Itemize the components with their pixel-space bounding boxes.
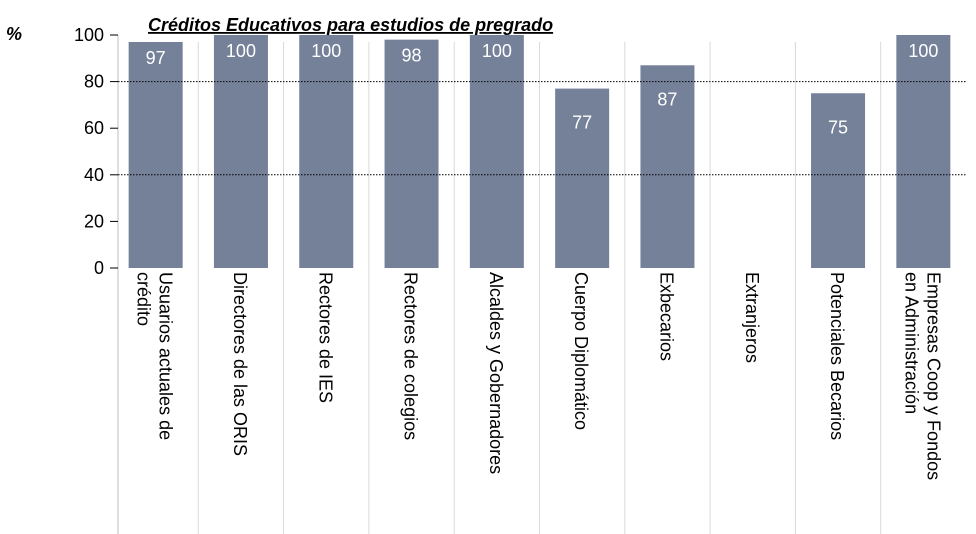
y-tick-label: 80 xyxy=(84,72,104,92)
value-label: 75 xyxy=(828,117,848,137)
x-tick-label: Exbecarios xyxy=(656,272,676,361)
x-tick-label-line: Directores de las ORIS xyxy=(230,272,250,456)
y-tick-label: 60 xyxy=(84,118,104,138)
x-tick-label-line: Exbecarios xyxy=(656,272,676,361)
x-tick-label-line: en Administración xyxy=(901,272,921,414)
x-tick-label-line: Rectores de colegios xyxy=(401,272,421,440)
x-tick-label-line: Alcaldes y Gobernadores xyxy=(486,272,506,474)
x-tick-label: Cuerpo Diplomático xyxy=(571,272,591,430)
x-tick-label: Alcaldes y Gobernadores xyxy=(486,272,506,474)
bar xyxy=(555,88,610,268)
value-label: 100 xyxy=(226,41,256,61)
x-tick-label-line: Extranjeros xyxy=(742,272,762,363)
bar xyxy=(128,41,183,268)
value-label: 97 xyxy=(146,48,166,68)
x-tick-label-line: Rectores de IES xyxy=(315,272,335,403)
bar xyxy=(811,93,866,268)
y-tick-label: 20 xyxy=(84,211,104,231)
bar xyxy=(469,35,524,268)
y-tick-label: 0 xyxy=(94,258,104,278)
y-tick-label: 100 xyxy=(74,25,104,45)
x-tick-label-line: Empresas Coop y Fondos xyxy=(923,272,943,480)
x-tick-label-line: crédito xyxy=(134,272,154,326)
y-tick-label: 40 xyxy=(84,165,104,185)
y-axis-label: % xyxy=(6,24,22,44)
bar xyxy=(640,65,695,268)
value-label: 100 xyxy=(311,41,341,61)
value-label: 100 xyxy=(482,41,512,61)
bar xyxy=(213,35,268,268)
bar xyxy=(896,35,951,268)
x-tick-label: Rectores de IES xyxy=(315,272,335,403)
x-tick-label-line: Cuerpo Diplomático xyxy=(571,272,591,430)
x-tick-label-line: Usuarios actuales de xyxy=(156,272,176,440)
x-tick-label: Rectores de colegios xyxy=(401,272,421,440)
x-tick-label: Extranjeros xyxy=(742,272,762,363)
x-tick-label: Potenciales Becarios xyxy=(827,272,847,440)
value-label: 98 xyxy=(402,46,422,66)
chart-title: Créditos Educativos para estudios de pre… xyxy=(148,15,553,35)
x-tick-label-line: Potenciales Becarios xyxy=(827,272,847,440)
bar xyxy=(299,35,354,268)
value-label: 87 xyxy=(657,89,677,109)
bar xyxy=(384,39,439,268)
x-tick-label: Directores de las ORIS xyxy=(230,272,250,456)
value-label: 77 xyxy=(572,113,592,133)
value-label: 100 xyxy=(908,41,938,61)
